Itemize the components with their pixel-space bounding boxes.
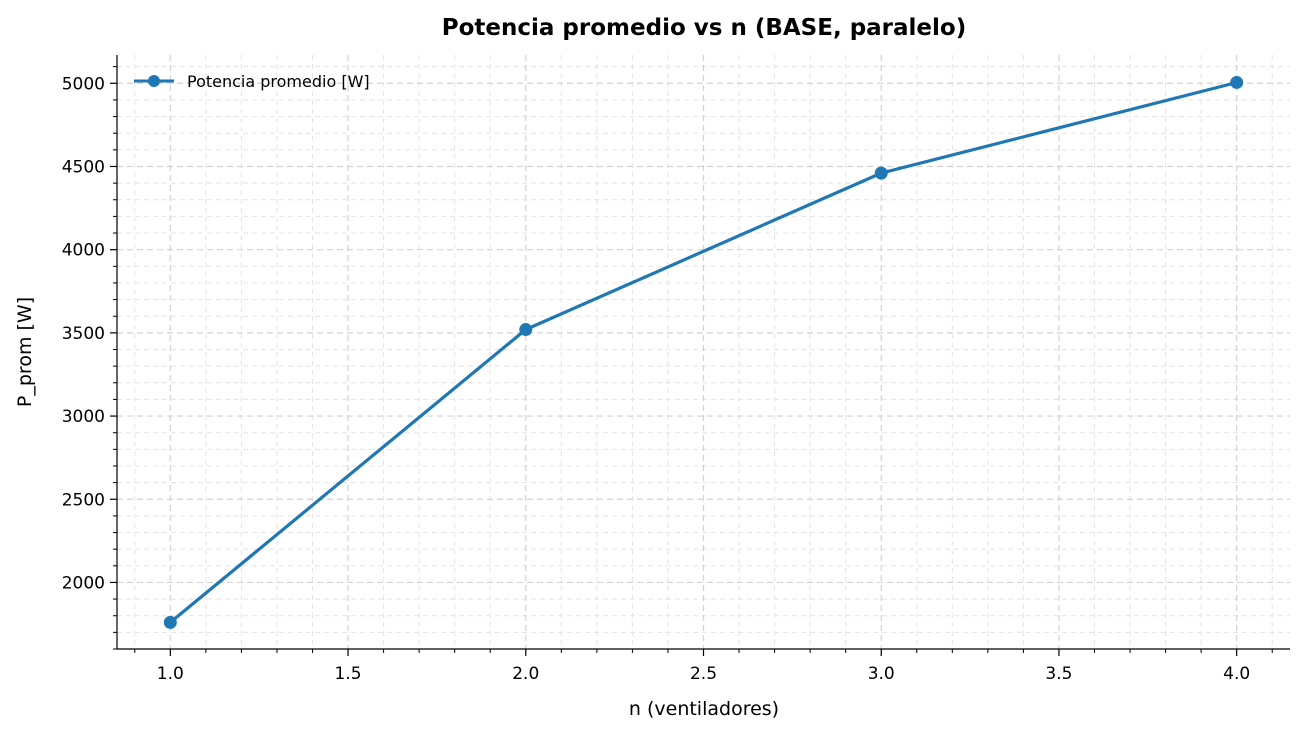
data-point [163,615,177,629]
series [163,75,1244,629]
data-point [519,323,533,337]
y-tick-labels: 2000 2500 3000 3500 4000 4500 5000 [62,74,105,593]
legend: Potencia promedio [W] [134,72,370,91]
y-axis-label: P_prom [W] [14,297,36,407]
series-line [168,80,1239,625]
legend-marker [148,75,160,87]
data-point [874,166,888,180]
data-point [1230,75,1244,89]
x-tick-labels: 1.0 1.5 2.0 2.5 3.0 3.5 4.0 [157,664,1250,684]
y-tick-label: 2000 [62,573,105,593]
x-tick-label: 1.0 [157,664,184,684]
y-tick-label: 4500 [62,157,105,177]
x-tick-label: 3.0 [868,664,895,684]
x-tick-label: 2.0 [512,664,539,684]
ticks [110,66,1273,656]
y-tick-label: 5000 [62,74,105,94]
y-tick-label: 3500 [62,324,105,344]
y-tick-label: 3000 [62,407,105,427]
x-tick-label: 1.5 [335,664,362,684]
y-tick-label: 2500 [62,490,105,510]
x-tick-label: 2.5 [690,664,717,684]
legend-label: Potencia promedio [W] [187,72,370,91]
x-tick-label: 3.5 [1045,664,1072,684]
x-axis-label: n (ventiladores) [629,698,779,720]
grid [117,55,1290,650]
chart-title: Potencia promedio vs n (BASE, paralelo) [442,15,966,41]
y-tick-label: 4000 [62,241,105,261]
x-tick-label: 4.0 [1223,664,1250,684]
